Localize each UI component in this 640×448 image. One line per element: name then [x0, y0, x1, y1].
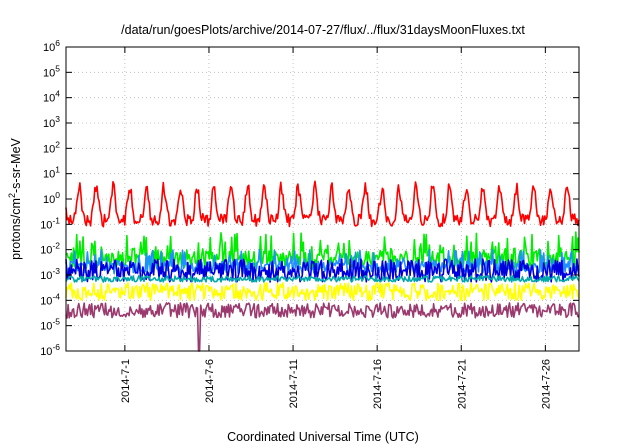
- y-tick-label-base: 10: [40, 270, 52, 282]
- y-tick-label: 106: [43, 38, 60, 54]
- x-tick-label: 2014-7-1: [120, 359, 132, 403]
- y-tick-label-base: 10: [43, 93, 55, 105]
- y-tick-label-base: 10: [43, 42, 55, 54]
- x-tick-labels: 2014-7-1 2014-7-6 2014-7-11 2014-7-16 2014-7…: [120, 359, 552, 409]
- y-tick-label: 102: [43, 139, 60, 155]
- y-tick-label: 10-1: [40, 215, 60, 231]
- y-tick-label-base: 10: [43, 118, 55, 130]
- y-tick-label-base: 10: [43, 143, 55, 155]
- y-tick-label-exp: 3: [55, 114, 60, 124]
- y-tick-label: 104: [43, 89, 60, 105]
- y-tick-label-exp: 4: [55, 89, 60, 99]
- y-tick-label: 103: [43, 114, 60, 130]
- y-tick-label-exp: -3: [52, 266, 60, 276]
- x-tick-label: 2014-7-21: [456, 359, 468, 409]
- series-group: [65, 180, 580, 352]
- y-tick-label: 10-3: [40, 266, 60, 282]
- y-axis-label: protons/cm2-s-sr-MeV: [7, 137, 23, 259]
- y-tick-label-exp: -4: [52, 291, 60, 301]
- y-tick-label: 100: [43, 190, 60, 206]
- y-tick-label-base: 10: [40, 321, 52, 333]
- y-tick-label-base: 10: [40, 346, 52, 358]
- y-tick-label-exp: -6: [52, 342, 60, 352]
- y-tick-label-exp: 5: [55, 63, 60, 73]
- y-tick-label-exp: -5: [52, 317, 60, 327]
- y-tick-label: 10-6: [40, 342, 60, 358]
- x-axis-label: Coordinated Universal Time (UTC): [227, 430, 419, 444]
- y-tick-label-base: 10: [43, 194, 55, 206]
- series-line-7: [65, 302, 580, 352]
- series-line-6: [65, 282, 580, 302]
- y-axis-label-rest: -s-sr-MeV: [9, 137, 23, 193]
- x-tick-label: 2014-7-6: [204, 359, 216, 403]
- y-tick-label-exp: -1: [52, 215, 60, 225]
- y-tick-label: 10-4: [40, 291, 60, 307]
- series-line-1: [65, 180, 580, 228]
- series-line-4: [65, 258, 580, 283]
- x-tick-label: 2014-7-26: [540, 359, 552, 409]
- y-tick-label-exp: 6: [55, 38, 60, 48]
- y-tick-label-exp: 0: [55, 190, 60, 200]
- chart-title: /data/run/goesPlots/archive/2014-07-27/f…: [121, 23, 525, 37]
- y-tick-label-base: 10: [43, 67, 55, 79]
- grid: [66, 47, 579, 351]
- y-tick-label-exp: 1: [55, 165, 60, 175]
- y-tick-labels: 10610510410310210110010-110-210-310-410-…: [40, 38, 60, 358]
- x-tick-label: 2014-7-11: [288, 359, 300, 408]
- y-tick-label-exp: -2: [52, 241, 60, 251]
- y-tick-label: 101: [43, 165, 60, 181]
- y-tick-label: 10-5: [40, 317, 60, 333]
- y-axis-label-base: protons/cm: [9, 198, 23, 260]
- y-tick-label-base: 10: [40, 245, 52, 257]
- x-tick-label: 2014-7-16: [372, 359, 384, 409]
- y-tick-label-base: 10: [43, 169, 55, 181]
- series-line-5: [65, 275, 580, 283]
- y-tick-label-base: 10: [40, 219, 52, 231]
- y-tick-label-exp: 2: [55, 139, 60, 149]
- y-axis-label-sup: 2: [7, 193, 17, 198]
- y-tick-label: 105: [43, 63, 60, 79]
- ticks: [66, 46, 579, 352]
- y-tick-label: 10-2: [40, 241, 60, 257]
- y-tick-label-base: 10: [40, 295, 52, 307]
